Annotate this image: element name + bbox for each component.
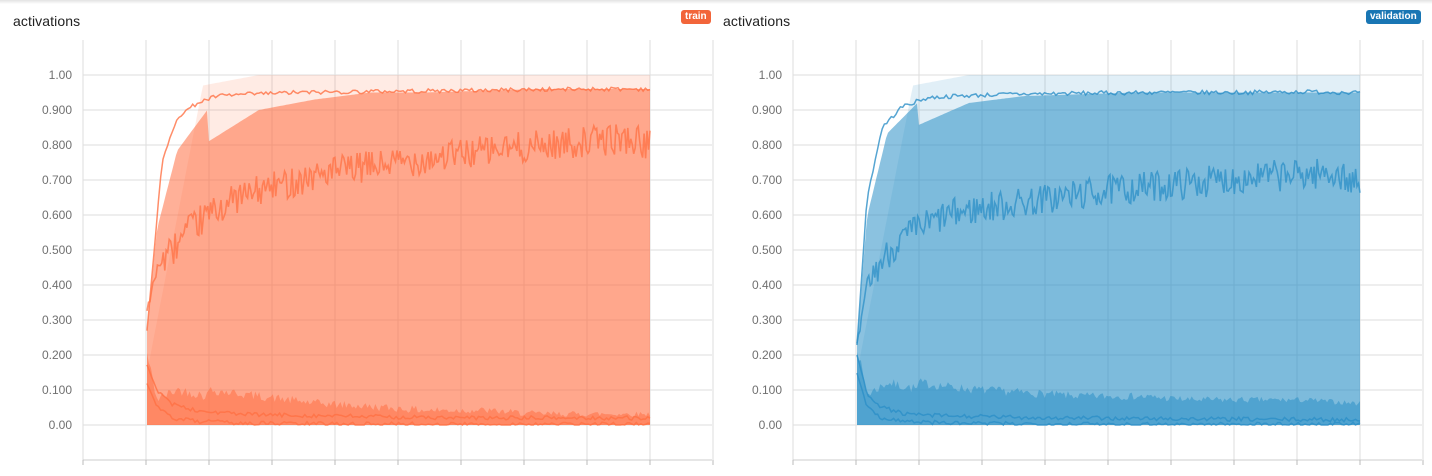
y-tick-label: 0.400 — [42, 278, 72, 292]
y-tick-label: 0.300 — [752, 313, 782, 327]
series-line-median — [856, 158, 1361, 344]
y-tick-label: 0.600 — [752, 208, 782, 222]
y-tick-label: 0.900 — [42, 103, 72, 117]
y-tick-label: 0.800 — [42, 138, 72, 152]
series-line-lower-percentile — [146, 364, 651, 421]
y-tick-label: 0.100 — [752, 383, 782, 397]
chart-title: activations — [723, 13, 791, 29]
y-tick-label: 1.00 — [759, 68, 783, 82]
y-tick-label: 0.900 — [752, 103, 782, 117]
run-badge-validation: validation — [1366, 10, 1421, 24]
chart-title: activations — [13, 13, 81, 29]
y-tick-label: 0.200 — [42, 348, 72, 362]
y-tick-label: 0.400 — [752, 278, 782, 292]
series-line-min — [146, 383, 651, 427]
y-tick-label: 0.600 — [42, 208, 72, 222]
y-tick-label: 0.300 — [42, 313, 72, 327]
y-tick-label: 0.500 — [42, 243, 72, 257]
chart-area-validation[interactable]: 0.00 0.100 0.200 0.300 0.400 0.500 0.600 0.700 0… — [710, 0, 1426, 476]
series-line-upper-percentile — [856, 89, 1361, 346]
chart-panel-train: activations train 0.00 0.100 0.200 0.300 0.4… — [0, 0, 716, 476]
band-inner — [147, 352, 650, 425]
band-outer — [147, 89, 650, 425]
y-tick-label: 0.800 — [752, 138, 782, 152]
y-tick-label: 0.00 — [49, 418, 73, 432]
series-line-lower-percentile — [856, 354, 1361, 423]
y-tick-label: 0.200 — [752, 348, 782, 362]
series-line-median — [146, 123, 651, 312]
run-badge-train: train — [681, 10, 711, 24]
chart-area-train[interactable]: 0.00 0.100 0.200 0.300 0.400 0.500 0.600 0.700 0… — [0, 0, 716, 476]
band-outer — [857, 92, 1360, 425]
series-line-upper-percentile — [146, 86, 651, 331]
chart-panel-validation: activations validation 0.00 0.100 0.200 0.3… — [710, 0, 1426, 476]
band-inner — [857, 352, 1360, 425]
y-tick-label: 0.700 — [42, 173, 72, 187]
top-divider — [0, 0, 1432, 4]
y-tick-label: 0.00 — [759, 418, 783, 432]
y-tick-label: 0.700 — [752, 173, 782, 187]
y-tick-label: 0.100 — [42, 383, 72, 397]
y-tick-label: 0.500 — [752, 243, 782, 257]
y-tick-label: 1.00 — [49, 68, 73, 82]
series-line-min — [856, 372, 1361, 427]
